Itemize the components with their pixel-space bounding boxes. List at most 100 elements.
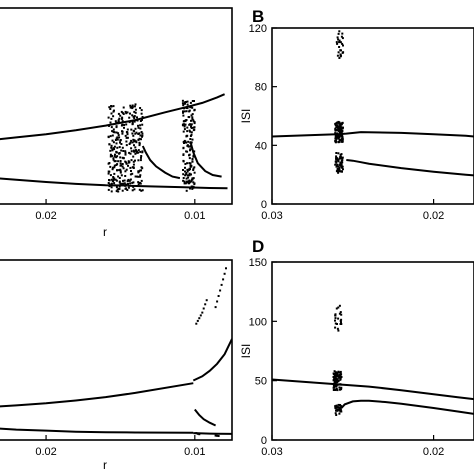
data-point	[110, 182, 113, 185]
data-point	[131, 122, 134, 125]
branch-curve	[0, 93, 225, 141]
data-point	[190, 133, 193, 136]
data-point	[108, 185, 111, 188]
data-point	[336, 136, 339, 139]
data-point	[336, 158, 339, 161]
data-point	[338, 371, 341, 374]
data-point	[113, 164, 116, 167]
data-point	[189, 145, 192, 148]
data-point	[114, 178, 117, 181]
data-point	[333, 376, 336, 379]
x-axis-label: r	[103, 458, 107, 472]
y-tick-label: 150	[249, 257, 267, 269]
panel-c: 0.02 0.01 r	[0, 259, 233, 472]
data-point	[109, 153, 112, 156]
data-point	[129, 104, 132, 107]
data-point	[336, 157, 339, 160]
data-point	[131, 106, 134, 108]
data-point	[110, 190, 113, 193]
data-point	[339, 319, 342, 322]
data-point	[116, 146, 119, 149]
data-point	[188, 174, 191, 177]
data-point	[190, 114, 193, 117]
data-point	[186, 170, 189, 173]
data-point	[119, 141, 121, 144]
data-point	[338, 386, 341, 389]
data-point	[139, 159, 142, 162]
branch-curve	[127, 184, 228, 190]
data-point	[138, 170, 141, 173]
data-point	[118, 181, 121, 184]
data-point	[338, 166, 341, 169]
data-point	[339, 410, 342, 413]
data-point	[138, 137, 141, 140]
data-point	[110, 186, 113, 189]
data-point	[339, 127, 342, 129]
data-point	[125, 112, 128, 115]
data-point	[117, 112, 120, 115]
data-point	[187, 180, 190, 183]
data-point	[113, 172, 116, 175]
data-point	[201, 311, 204, 314]
data-point	[342, 44, 344, 47]
data-point	[186, 100, 189, 103]
data-point	[188, 153, 191, 156]
data-point	[187, 176, 190, 179]
data-point	[131, 132, 134, 135]
data-point	[118, 187, 121, 190]
y-tick-label: 0	[261, 199, 267, 211]
data-point	[118, 117, 121, 120]
data-point	[198, 317, 201, 320]
data-point	[130, 139, 133, 142]
data-point	[339, 162, 342, 164]
data-point	[339, 41, 342, 44]
data-point	[131, 141, 134, 144]
data-point	[185, 141, 188, 144]
data-point	[124, 134, 127, 137]
data-point	[136, 116, 138, 119]
data-point	[340, 153, 343, 156]
data-point	[190, 185, 193, 188]
data-point	[216, 434, 219, 437]
data-point	[125, 123, 128, 126]
data-point	[126, 136, 129, 139]
branch-curve	[0, 427, 194, 434]
branch-curve	[0, 382, 194, 408]
data-point	[195, 322, 198, 325]
data-point	[141, 118, 143, 121]
data-point	[191, 116, 194, 119]
data-point	[181, 99, 184, 102]
data-point	[335, 126, 338, 129]
data-point	[141, 189, 144, 192]
data-point	[183, 107, 185, 110]
data-point	[190, 131, 193, 134]
panel-label: B	[252, 7, 264, 26]
data-point	[134, 108, 137, 111]
data-point	[340, 135, 343, 138]
data-point	[135, 151, 138, 154]
data-point	[334, 388, 337, 391]
data-point	[185, 134, 188, 137]
data-point	[133, 140, 136, 143]
data-point	[108, 106, 111, 109]
data-point	[188, 157, 191, 160]
data-point	[140, 156, 142, 159]
data-point	[141, 150, 144, 153]
data-point	[130, 150, 133, 153]
data-point	[220, 283, 223, 286]
data-point	[124, 170, 127, 173]
data-point	[338, 408, 341, 411]
data-point	[131, 181, 134, 184]
data-point	[186, 174, 189, 177]
data-point	[134, 175, 137, 178]
data-point	[216, 300, 219, 303]
data-point	[189, 138, 192, 140]
data-point	[332, 386, 335, 389]
data-point	[110, 105, 113, 108]
y-axis-label: ISI	[239, 344, 253, 359]
data-point	[336, 327, 339, 330]
data-point	[339, 139, 342, 142]
data-point	[337, 133, 340, 136]
data-point	[124, 110, 127, 113]
data-point	[112, 166, 114, 169]
